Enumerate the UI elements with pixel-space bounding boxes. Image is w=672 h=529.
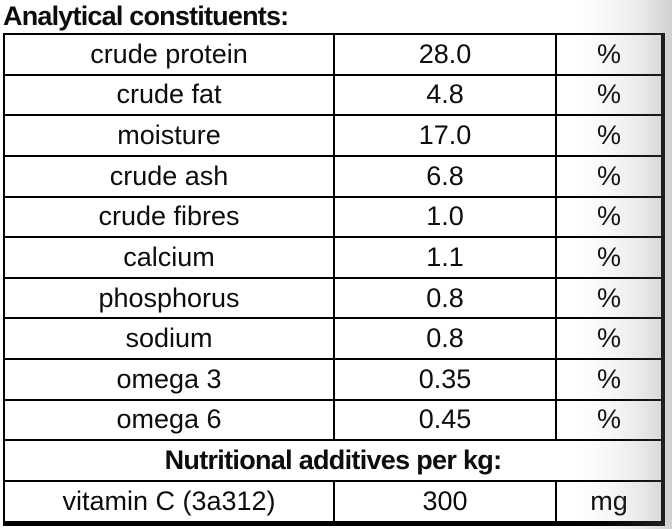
constituent-unit-cell: % (555, 154, 664, 198)
additive-unit-cell: mg (555, 479, 664, 525)
constituent-name-cell: crude fat (3, 73, 335, 117)
constituent-name-cell: crude protein (3, 33, 335, 76)
constituent-value-cell: 4.8 (333, 73, 557, 117)
analytical-constituents-table: crude protein 28.0 % crude fat 4.8 % moi… (3, 33, 665, 526)
table-row: omega 6 0.45 % (3, 398, 664, 442)
table-row: crude fibres 1.0 % (3, 195, 664, 239)
table-row: vitamin C (3a312) 300 mg (3, 479, 664, 525)
section-header-row: Nutritional additives per kg: (3, 439, 664, 482)
constituent-value-cell: 1.0 (333, 195, 557, 239)
additive-name-cell: vitamin C (3a312) (3, 479, 335, 525)
constituent-value-cell: 0.45 (333, 398, 557, 442)
constituent-name-cell: crude ash (3, 154, 335, 198)
constituent-value-cell: 0.35 (333, 358, 557, 401)
constituent-name-cell: crude fibres (3, 195, 335, 239)
constituent-value-cell: 6.8 (333, 154, 557, 198)
table-row: crude fat 4.8 % (3, 73, 664, 117)
constituent-unit-cell: % (555, 114, 664, 157)
constituent-unit-cell: % (555, 73, 664, 117)
table-row: phosphorus 0.8 % (3, 276, 664, 320)
constituent-name-cell: sodium (3, 317, 335, 360)
constituent-value-cell: 1.1 (333, 236, 557, 279)
constituent-unit-cell: % (555, 236, 664, 279)
nutritional-additives-header: Nutritional additives per kg: (3, 439, 664, 482)
table-row: crude ash 6.8 % (3, 154, 664, 198)
constituent-unit-cell: % (555, 195, 664, 239)
constituent-name-cell: phosphorus (3, 276, 335, 320)
constituent-name-cell: moisture (3, 114, 335, 157)
constituent-value-cell: 0.8 (333, 317, 557, 360)
constituent-name-cell: omega 3 (3, 358, 335, 401)
constituent-name-cell: omega 6 (3, 398, 335, 442)
constituent-value-cell: 0.8 (333, 276, 557, 320)
constituent-value-cell: 17.0 (333, 114, 557, 157)
table-row: moisture 17.0 % (3, 114, 664, 157)
table-row: crude protein 28.0 % (3, 33, 664, 76)
table-row: calcium 1.1 % (3, 236, 664, 279)
constituent-value-cell: 28.0 (333, 33, 557, 76)
additive-value-cell: 300 (333, 479, 557, 525)
constituent-name-cell: calcium (3, 236, 335, 279)
constituent-unit-cell: % (555, 398, 664, 442)
constituent-unit-cell: % (555, 33, 664, 76)
table-row: sodium 0.8 % (3, 317, 664, 360)
analytical-constituents-title: Analytical constituents: (3, 1, 289, 31)
constituent-unit-cell: % (555, 358, 664, 401)
constituent-unit-cell: % (555, 276, 664, 320)
constituent-unit-cell: % (555, 317, 664, 360)
table-row: omega 3 0.35 % (3, 358, 664, 401)
